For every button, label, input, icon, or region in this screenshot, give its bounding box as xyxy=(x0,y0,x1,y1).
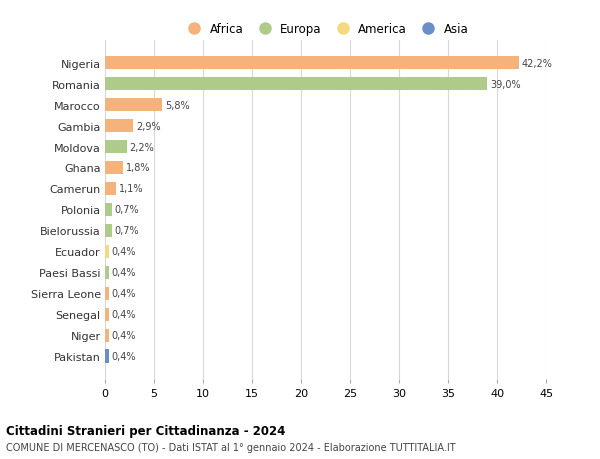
Text: 0,4%: 0,4% xyxy=(112,268,136,278)
Bar xyxy=(105,266,109,280)
Text: 1,1%: 1,1% xyxy=(119,184,143,194)
Bar xyxy=(105,224,112,238)
Bar xyxy=(105,245,109,259)
Text: COMUNE DI MERCENASCO (TO) - Dati ISTAT al 1° gennaio 2024 - Elaborazione TUTTITA: COMUNE DI MERCENASCO (TO) - Dati ISTAT a… xyxy=(6,442,455,452)
Bar xyxy=(105,119,133,133)
Bar xyxy=(105,203,112,217)
Text: 2,9%: 2,9% xyxy=(136,121,161,131)
Legend: Africa, Europa, America, Asia: Africa, Europa, America, Asia xyxy=(178,18,473,41)
Bar xyxy=(105,56,518,70)
Bar xyxy=(105,140,127,154)
Text: 39,0%: 39,0% xyxy=(490,79,521,90)
Text: 0,4%: 0,4% xyxy=(112,310,136,319)
Text: Cittadini Stranieri per Cittadinanza - 2024: Cittadini Stranieri per Cittadinanza - 2… xyxy=(6,425,286,437)
Text: 0,7%: 0,7% xyxy=(115,226,139,236)
Bar xyxy=(105,161,122,175)
Bar xyxy=(105,350,109,364)
Text: 42,2%: 42,2% xyxy=(521,58,553,68)
Bar xyxy=(105,78,487,91)
Bar xyxy=(105,308,109,321)
Text: 0,4%: 0,4% xyxy=(112,247,136,257)
Text: 2,2%: 2,2% xyxy=(130,142,154,152)
Bar xyxy=(105,99,162,112)
Bar xyxy=(105,329,109,342)
Text: 1,8%: 1,8% xyxy=(125,163,150,173)
Text: 0,4%: 0,4% xyxy=(112,352,136,362)
Bar xyxy=(105,287,109,301)
Text: 0,4%: 0,4% xyxy=(112,289,136,299)
Text: 5,8%: 5,8% xyxy=(165,101,190,110)
Bar xyxy=(105,182,116,196)
Text: 0,7%: 0,7% xyxy=(115,205,139,215)
Text: 0,4%: 0,4% xyxy=(112,330,136,341)
